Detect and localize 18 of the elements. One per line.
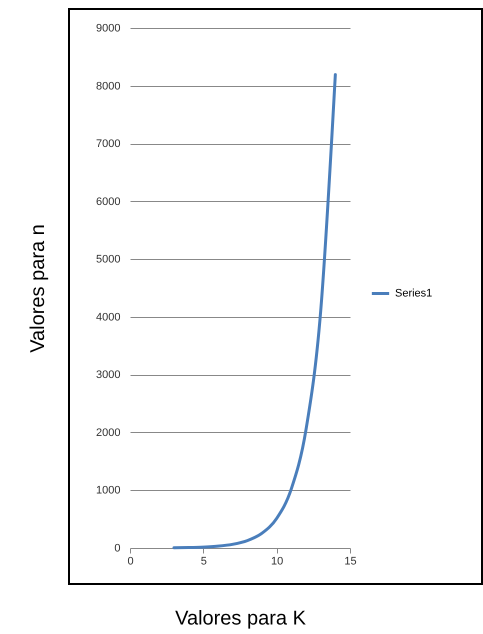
y-tick-label: 4000: [96, 311, 120, 324]
x-axis-title: Valores para K: [175, 608, 307, 630]
x-tick-label: 0: [127, 556, 134, 568]
x-tick-label: 10: [271, 556, 284, 568]
x-tick-label: 15: [344, 556, 357, 568]
y-tick-label: 8000: [96, 80, 120, 92]
y-tick-label: 3000: [96, 369, 120, 382]
y-tick-label: 1000: [96, 484, 120, 497]
line-series: [172, 73, 337, 550]
y-tick-label: 6000: [96, 196, 120, 208]
y-tick-label: 5000: [96, 254, 120, 266]
x-tick-label: 5: [200, 556, 207, 568]
y-tick-label: 0: [114, 542, 120, 554]
y-tick-label: 9000: [96, 22, 120, 34]
y-axis-title: Valores para n: [27, 224, 50, 353]
legend-label: Series1: [395, 288, 432, 300]
y-tick-label: 7000: [96, 138, 120, 150]
y-tick-label: 2000: [96, 426, 120, 439]
